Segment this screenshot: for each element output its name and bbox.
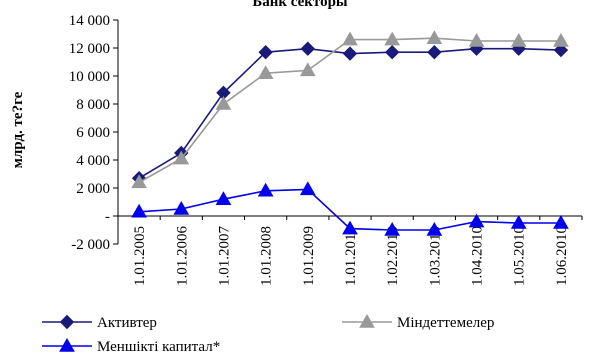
- data-point: [384, 31, 401, 46]
- data-point: [257, 65, 274, 79]
- legend-item: Меншікті капитал*: [42, 337, 220, 355]
- series-3: [131, 181, 569, 236]
- data-point: [215, 95, 232, 110]
- y-tick-label: -: [105, 209, 110, 225]
- y-tick-label: 2 000: [76, 181, 110, 197]
- data-point: [468, 213, 485, 228]
- x-tick-label: 1.01.2010: [343, 226, 359, 286]
- data-point: [173, 200, 190, 215]
- data-point: [384, 44, 400, 60]
- chart-title: Банк секторы: [252, 0, 348, 10]
- legend-label: Меншікті капитал*: [97, 339, 220, 355]
- series-2: [131, 30, 569, 189]
- legend: Активтер Міндеттемелер Меншікті капитал*: [42, 313, 494, 355]
- legend-marker: [59, 314, 75, 330]
- data-point: [173, 150, 190, 165]
- legend-marker: [359, 313, 375, 328]
- x-tick-label: 1.01.2007: [216, 226, 232, 287]
- series-line: [138, 47, 561, 179]
- data-point: [257, 182, 274, 197]
- x-tick-label: 1.01.2005: [132, 226, 148, 286]
- data-point: [384, 221, 401, 236]
- x-tick-label: 1.05.2010: [512, 226, 528, 286]
- data-point: [553, 42, 569, 58]
- x-tick-label: 1.01.2006: [174, 226, 190, 287]
- y-axis-label: млрд. те?ге: [10, 91, 26, 168]
- data-point: [510, 32, 527, 47]
- data-point: [299, 181, 316, 196]
- x-tick-label: 1.04.2010: [470, 226, 486, 286]
- data-point: [468, 32, 485, 47]
- data-point: [426, 30, 443, 44]
- data-point: [342, 220, 358, 235]
- legend-label: Активтер: [97, 315, 157, 331]
- x-tick-label: 1.01.2008: [259, 226, 275, 286]
- data-point: [258, 44, 273, 60]
- data-point: [131, 203, 147, 218]
- legend-item: Міндеттемелер: [342, 313, 494, 331]
- y-tick-label: 14 000: [69, 13, 110, 29]
- data-point: [426, 221, 443, 236]
- y-tick-label: 8 000: [76, 97, 110, 113]
- data-point: [553, 214, 569, 229]
- data-point: [300, 41, 316, 56]
- data-point: [342, 46, 358, 61]
- y-tick-label: 4 000: [76, 153, 110, 169]
- y-tick-label: 10 000: [69, 69, 110, 85]
- series-layer: [131, 30, 569, 236]
- series-1: [131, 41, 569, 186]
- legend-label: Міндеттемелер: [397, 315, 494, 331]
- data-point: [215, 191, 232, 205]
- data-point: [427, 44, 442, 60]
- data-point: [342, 31, 358, 46]
- legend-item: Активтер: [42, 314, 157, 331]
- data-point: [510, 214, 527, 229]
- data-point: [131, 174, 147, 189]
- x-tick-label: 1.03.2010: [427, 226, 443, 286]
- x-tick-label: 1.06.2010: [554, 226, 570, 286]
- data-point: [553, 32, 569, 47]
- data-point: [299, 62, 316, 77]
- y-tick-label: 12 000: [69, 41, 110, 57]
- x-tick-label: 1.01.2009: [301, 226, 317, 286]
- legend-marker: [59, 337, 75, 352]
- y-tick-label: 6 000: [76, 125, 110, 141]
- y-tick-label: -2 000: [71, 237, 110, 253]
- x-tick-label: 1.02.2010: [385, 226, 401, 286]
